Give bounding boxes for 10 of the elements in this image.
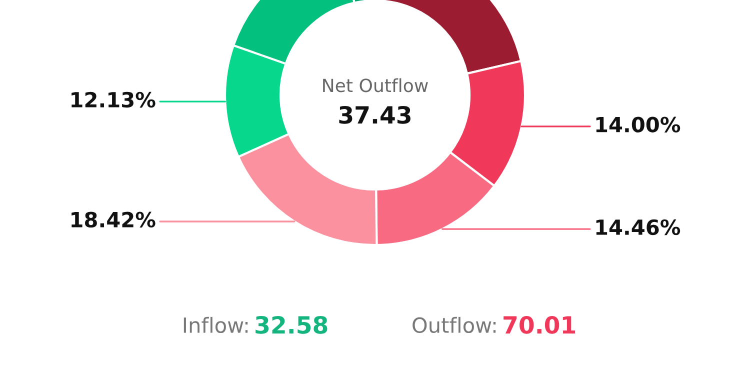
text: Inflow: [184,316,248,334]
text: 37.43 [339,106,410,124]
text: Outflow: [412,316,496,334]
data-label: 18.42% [72,212,156,228]
data-label: 12.13% [72,92,156,108]
text: 70.01 [504,316,576,334]
data-label: 14.00% [596,116,680,132]
data-label: 14.46% [596,219,680,236]
text: 32.58 [256,316,328,334]
text: Net Outflow [323,78,428,92]
